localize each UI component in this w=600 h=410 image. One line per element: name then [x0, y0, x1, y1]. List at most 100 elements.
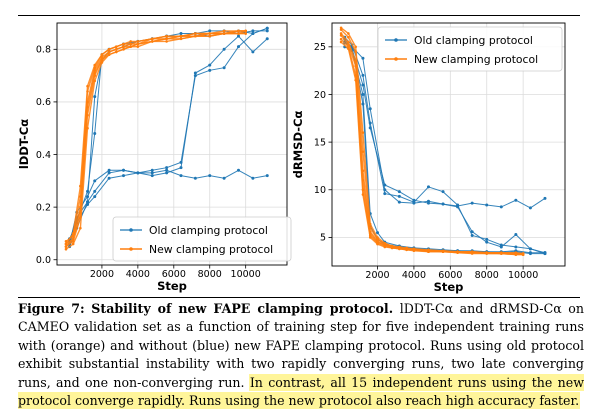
series-line [344, 38, 546, 254]
data-point [339, 40, 343, 44]
y-tick-label: 15 [314, 137, 326, 148]
data-point [456, 251, 459, 254]
data-point [237, 29, 240, 33]
data-point [165, 166, 169, 170]
data-point [86, 126, 89, 130]
data-point [244, 29, 247, 33]
data-point [251, 176, 255, 180]
legend-marker [394, 57, 398, 61]
legend-frame [377, 26, 563, 72]
data-point [150, 37, 154, 41]
figure-7: 2000 4000 6000 8000 10000 0.0 0.2 0.4 0.6 0.8 Step… [17, 22, 566, 294]
data-point [244, 32, 247, 35]
data-point [222, 29, 226, 33]
data-point [150, 168, 154, 172]
data-point [236, 34, 240, 38]
data-point [86, 200, 90, 204]
data-point [179, 166, 183, 170]
data-point [93, 71, 97, 75]
data-point [470, 234, 474, 238]
series-line [344, 36, 546, 255]
data-point [470, 252, 474, 255]
data-point [222, 66, 226, 70]
x-tick-label: 6000 [438, 270, 462, 281]
data-point [236, 45, 240, 49]
series-line [65, 32, 246, 248]
caption-title: Stability of new FAPE clamping protocol. [91, 301, 394, 316]
data-point [107, 48, 111, 51]
data-point [208, 34, 212, 38]
data-point [383, 183, 387, 187]
data-point [236, 168, 240, 172]
data-point [412, 198, 416, 202]
data-point [339, 37, 343, 41]
separator-rule [18, 297, 580, 298]
data-point [265, 37, 269, 41]
data-point [485, 203, 489, 207]
data-point [150, 171, 154, 175]
series-line [65, 30, 246, 245]
data-point [64, 245, 68, 248]
caption-label: Figure 7: [18, 301, 85, 316]
data-point [121, 168, 125, 172]
data-point [79, 211, 82, 214]
data-point [361, 102, 365, 106]
data-point [485, 252, 489, 255]
data-point [405, 248, 408, 252]
data-point [208, 68, 212, 72]
data-point [93, 63, 97, 67]
data-point [251, 29, 255, 33]
data-point [361, 83, 365, 87]
data-point [514, 233, 518, 237]
y-tick-label: 0.4 [36, 150, 51, 161]
x-tick-label: 8000 [475, 270, 499, 281]
figure-caption: Figure 7: Stability of new FAPE clamping… [18, 300, 584, 410]
data-point [368, 107, 372, 111]
data-point [376, 236, 379, 239]
data-point [93, 131, 97, 135]
y-tick-label: 0.0 [36, 255, 51, 266]
caption-body: lDDT-Cα and dRMSD-Cα on CAMEO validation… [18, 301, 584, 390]
data-point [93, 189, 97, 193]
legend-marker [129, 228, 133, 232]
data-point [93, 195, 97, 199]
data-point [543, 252, 547, 256]
data-point [64, 242, 68, 246]
x-tick-label: 4000 [126, 269, 150, 280]
data-point [71, 237, 75, 240]
data-point [470, 230, 474, 234]
data-point [441, 202, 445, 206]
series-line [344, 42, 545, 255]
data-point [100, 58, 104, 62]
plot-frame [56, 22, 288, 266]
data-point [383, 192, 387, 196]
data-point [150, 174, 154, 178]
data-point [122, 45, 125, 48]
data-point [361, 193, 365, 196]
data-point [376, 242, 379, 246]
data-point [441, 250, 445, 254]
x-tick-label: 4000 [402, 270, 426, 281]
legend-marker [394, 38, 398, 42]
x-tick-label: 2000 [365, 270, 389, 281]
series-line [69, 27, 268, 242]
data-point [265, 26, 269, 30]
top-rule [18, 15, 580, 16]
x-axis-label: Step [434, 280, 464, 294]
data-point [165, 168, 169, 172]
data-point [129, 42, 132, 46]
data-point [528, 206, 532, 210]
legend-frame [112, 216, 292, 262]
data-point [383, 245, 387, 249]
data-point [208, 174, 212, 178]
data-point [222, 32, 226, 35]
data-point [165, 171, 169, 175]
x-axis-label: Step [157, 279, 187, 293]
data-point [222, 47, 226, 51]
data-point [136, 45, 140, 48]
y-tick-label: 0.6 [36, 97, 51, 108]
data-point [499, 252, 503, 255]
data-point [107, 168, 111, 172]
data-point [354, 45, 357, 49]
data-point [150, 40, 154, 43]
